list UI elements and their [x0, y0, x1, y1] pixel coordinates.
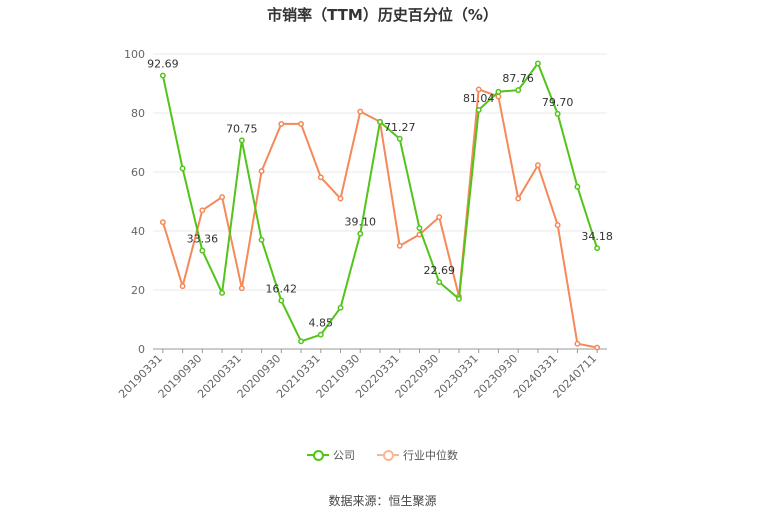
y-tick-label: 40 [131, 225, 145, 238]
data-point [416, 225, 423, 232]
chart-title: 市销率（TTM）历史百分位（%） [267, 6, 498, 24]
data-label: 39.10 [345, 216, 377, 229]
data-label: 4.85 [309, 317, 334, 330]
data-point [377, 118, 383, 125]
legend-industry-label: 行业中位数 [403, 449, 458, 462]
data-point [574, 183, 581, 190]
data-point [396, 242, 403, 249]
data-point [456, 295, 462, 302]
data-label: 34.18 [581, 230, 613, 243]
series [159, 60, 601, 351]
data-point [199, 247, 206, 254]
gridlines [153, 53, 607, 291]
data-point [219, 290, 226, 296]
data-point [238, 137, 245, 144]
y-tick-label: 20 [131, 284, 145, 297]
data-point [554, 222, 561, 229]
data-point [199, 207, 206, 214]
data-label: 33.36 [187, 233, 219, 246]
data-label: 22.69 [423, 264, 455, 277]
data-point [515, 87, 522, 94]
data-point [357, 108, 364, 115]
data-label: 87.76 [502, 72, 534, 85]
series-line-公司 [161, 62, 599, 343]
y-tick-label: 0 [138, 343, 145, 356]
data-label: 71.27 [384, 121, 416, 134]
data-point [594, 245, 601, 252]
data-labels: 92.69 33.36 70.75 16.42 4.85 39.10 71.27 22.69 8… [147, 58, 613, 330]
data-source: 数据来源：恒生聚源 [328, 494, 437, 508]
legend-company-label: 公司 [333, 449, 355, 462]
data-point [475, 86, 482, 93]
data-point [317, 331, 324, 338]
y-tick-label: 80 [131, 107, 145, 120]
data-point [278, 120, 285, 127]
legend-item-company[interactable]: 公司 [307, 447, 355, 463]
data-point [258, 236, 265, 243]
legend: 公司 行业中位数 [0, 447, 765, 463]
data-label: 79.70 [542, 96, 574, 109]
data-point [515, 195, 522, 202]
data-point [554, 110, 561, 117]
data-point [238, 285, 245, 292]
data-point [337, 195, 344, 202]
legend-industry-marker-icon [377, 449, 399, 461]
y-tick-label: 60 [131, 166, 145, 179]
data-point [298, 338, 304, 345]
data-point [159, 219, 166, 226]
data-label: 81.04 [463, 92, 495, 105]
data-point [534, 60, 541, 67]
data-point [475, 106, 482, 113]
data-point [219, 194, 226, 201]
data-point [396, 135, 403, 142]
data-point [278, 297, 285, 304]
data-point [436, 279, 443, 286]
data-point [317, 174, 324, 181]
data-point [436, 214, 443, 221]
data-point [337, 304, 344, 311]
data-point [159, 72, 166, 79]
data-point [179, 165, 186, 172]
legend-company-marker-icon [307, 449, 329, 461]
data-point [495, 88, 502, 95]
data-point [357, 230, 364, 237]
data-label: 16.42 [266, 283, 298, 296]
data-label: 92.69 [147, 58, 179, 71]
data-point [298, 120, 304, 127]
data-point [594, 344, 601, 351]
data-label: 70.75 [226, 122, 258, 135]
data-point [258, 168, 265, 175]
y-tick-label: 100 [124, 48, 145, 61]
legend-item-industry[interactable]: 行业中位数 [377, 447, 458, 463]
data-point [179, 283, 186, 290]
data-point [574, 340, 581, 347]
data-point [495, 93, 502, 100]
data-point [534, 162, 541, 169]
